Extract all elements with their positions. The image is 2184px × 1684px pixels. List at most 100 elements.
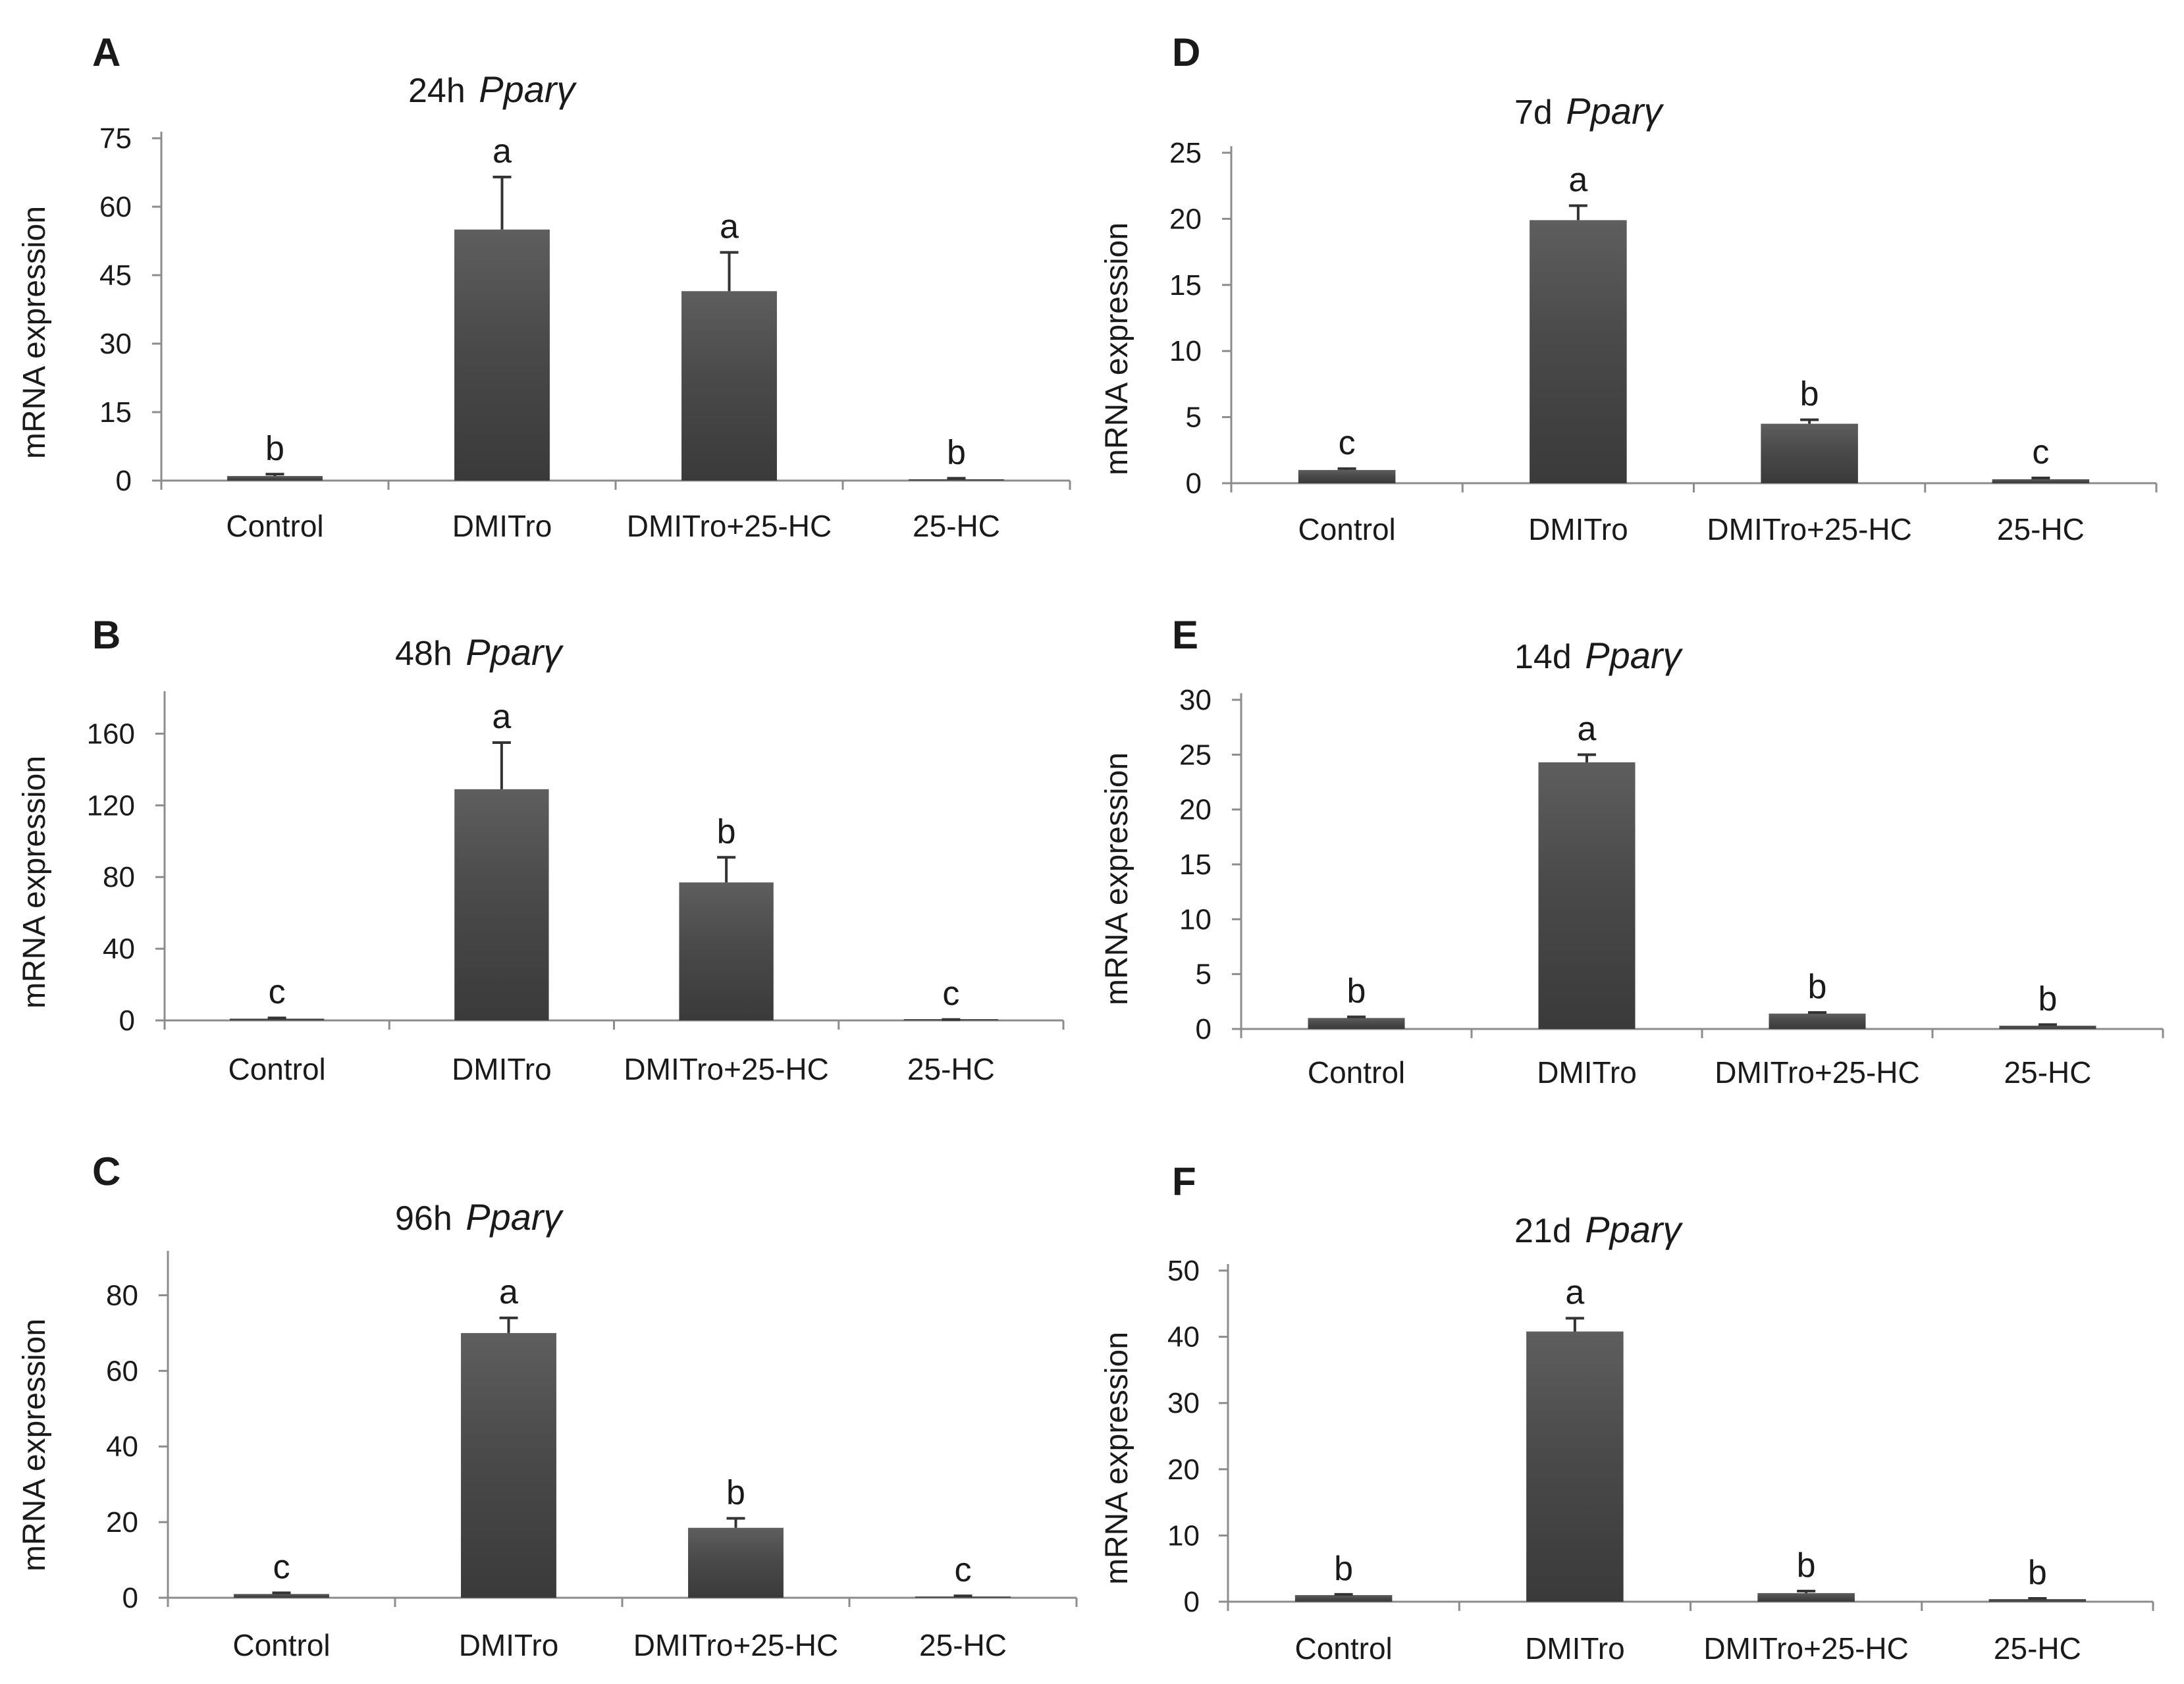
- y-tick-label: 5: [1186, 402, 1202, 434]
- y-tick-label: 20: [106, 1506, 138, 1539]
- bar-dmitro-25-hc: [681, 291, 777, 481]
- y-axis-label: mRNA expression: [1100, 223, 1134, 475]
- chart-title-gene: Pparγ: [479, 68, 577, 110]
- chart-title-prefix: 7d: [1514, 93, 1562, 132]
- y-tick-label: 0: [116, 465, 132, 497]
- x-tick-label: DMITro: [1525, 1631, 1625, 1666]
- x-tick-label: DMITro: [459, 1628, 559, 1662]
- bar-control: [1308, 1018, 1405, 1029]
- y-axis-label: mRNA expression: [1100, 752, 1134, 1005]
- y-tick-label: 0: [1186, 467, 1202, 500]
- y-tick-label: 30: [1179, 684, 1212, 716]
- x-tick-label: 25-HC: [1997, 512, 2085, 546]
- x-tick-label: 25-HC: [913, 509, 1000, 543]
- y-tick-label: 20: [1167, 1454, 1200, 1486]
- bar-dmitro: [1530, 220, 1627, 483]
- x-tick-label: 25-HC: [2004, 1055, 2092, 1090]
- x-tick-label: 25-HC: [1994, 1631, 2081, 1666]
- y-tick-label: 25: [1169, 137, 1202, 169]
- x-tick-label: DMITro+25-HC: [1703, 1631, 1908, 1666]
- panel-letter: D: [1172, 30, 1200, 74]
- y-tick-label: 160: [87, 718, 135, 750]
- significance-letter: c: [269, 973, 286, 1011]
- chart-title-gene: Pparγ: [466, 1196, 564, 1238]
- x-tick-label: DMITro: [1528, 512, 1628, 546]
- y-tick-label: 15: [1169, 269, 1202, 302]
- significance-letter: c: [273, 1548, 290, 1587]
- chart-title-gene: Pparγ: [1585, 1209, 1683, 1250]
- y-tick-label: 30: [99, 328, 132, 360]
- chart-title-gene: Pparγ: [1585, 635, 1683, 676]
- significance-letter: b: [947, 434, 966, 472]
- significance-letter: b: [717, 812, 736, 851]
- y-tick-label: 50: [1167, 1255, 1200, 1287]
- significance-letter: b: [1347, 972, 1366, 1011]
- significance-letter: b: [1808, 968, 1827, 1006]
- x-tick-label: DMITro: [452, 509, 552, 543]
- bar-control: [229, 1018, 325, 1020]
- chart-title: 7d Pparγ: [1514, 90, 1665, 132]
- chart-title: 14d Pparγ: [1514, 635, 1684, 676]
- significance-letter: a: [1568, 161, 1587, 199]
- bar-25-hc: [1999, 1026, 2096, 1029]
- y-tick-label: 5: [1196, 959, 1212, 991]
- significance-letter: a: [493, 132, 512, 171]
- bar-dmitro: [1538, 762, 1636, 1029]
- x-tick-label: DMITro+25-HC: [1715, 1055, 1919, 1090]
- significance-letter: b: [265, 429, 284, 467]
- y-tick-label: 10: [1167, 1519, 1200, 1552]
- y-tick-label: 40: [106, 1431, 138, 1463]
- panel-c: C 96h Pparγ mRNA expression 0 20 40 60 80 c Contr…: [17, 1149, 1078, 1662]
- y-tick-label: 20: [1179, 794, 1212, 826]
- bar-control: [1294, 1594, 1393, 1602]
- y-tick-label: 60: [99, 191, 132, 223]
- y-tick-label: 40: [1167, 1321, 1200, 1354]
- panel-letter: C: [92, 1149, 120, 1194]
- y-tick-label: 10: [1179, 903, 1212, 935]
- y-tick-label: 75: [99, 122, 132, 155]
- chart-title: 24h Pparγ: [408, 68, 577, 110]
- y-tick-label: 45: [99, 259, 132, 292]
- bar-25-hc: [1988, 1598, 2087, 1602]
- bar-dmitro-25-hc: [679, 882, 774, 1020]
- chart-title-prefix: 21d: [1514, 1212, 1581, 1250]
- significance-letter: b: [1797, 1546, 1816, 1585]
- x-tick-label: Control: [226, 509, 323, 543]
- bar-dmitro: [1526, 1331, 1624, 1602]
- chart-title-prefix: 14d: [1514, 638, 1581, 676]
- chart-title-prefix: 24h: [408, 72, 475, 110]
- bar-dmitro: [454, 789, 549, 1020]
- significance-letter: c: [1339, 424, 1356, 462]
- panel-letter: B: [92, 613, 120, 657]
- bar-control: [1298, 469, 1396, 483]
- significance-letter: c: [2032, 433, 2049, 471]
- y-tick-label: 15: [1179, 849, 1212, 881]
- chart-title: 21d Pparγ: [1514, 1209, 1684, 1250]
- significance-letter: a: [492, 698, 511, 736]
- x-tick-label: DMITro+25-HC: [1707, 512, 1911, 546]
- significance-letter: a: [1565, 1273, 1584, 1311]
- chart-title: 96h Pparγ: [395, 1196, 564, 1238]
- y-tick-label: 0: [122, 1582, 138, 1614]
- significance-letter: b: [1334, 1550, 1353, 1588]
- panel-b: B 48h Pparγ mRNA expression 0 40 80 120 160 c Con…: [17, 613, 1065, 1086]
- x-tick-label: Control: [1308, 1055, 1405, 1090]
- x-tick-label: DMITro+25-HC: [627, 509, 832, 543]
- x-tick-label: Control: [1294, 1631, 1392, 1666]
- significance-letter: c: [942, 975, 959, 1013]
- significance-letter: b: [2028, 1554, 2047, 1592]
- panel-letter: F: [1172, 1159, 1196, 1203]
- bar-dmitro: [461, 1332, 556, 1598]
- y-tick-label: 0: [119, 1005, 135, 1037]
- significance-letter: b: [1800, 375, 1819, 413]
- chart-title: 48h Pparγ: [395, 631, 564, 673]
- significance-letter: a: [1578, 710, 1597, 748]
- bar-dmitro-25-hc: [1761, 423, 1858, 483]
- y-tick-label: 15: [99, 396, 132, 429]
- bar-control: [234, 1594, 329, 1598]
- chart-title-gene: Pparγ: [466, 631, 564, 673]
- panel-d: D 7d Pparγ mRNA expression 0 5 10 15 20 25 c Contr…: [1100, 30, 2158, 546]
- x-tick-label: Control: [1298, 512, 1395, 546]
- y-axis-label: mRNA expression: [17, 756, 52, 1009]
